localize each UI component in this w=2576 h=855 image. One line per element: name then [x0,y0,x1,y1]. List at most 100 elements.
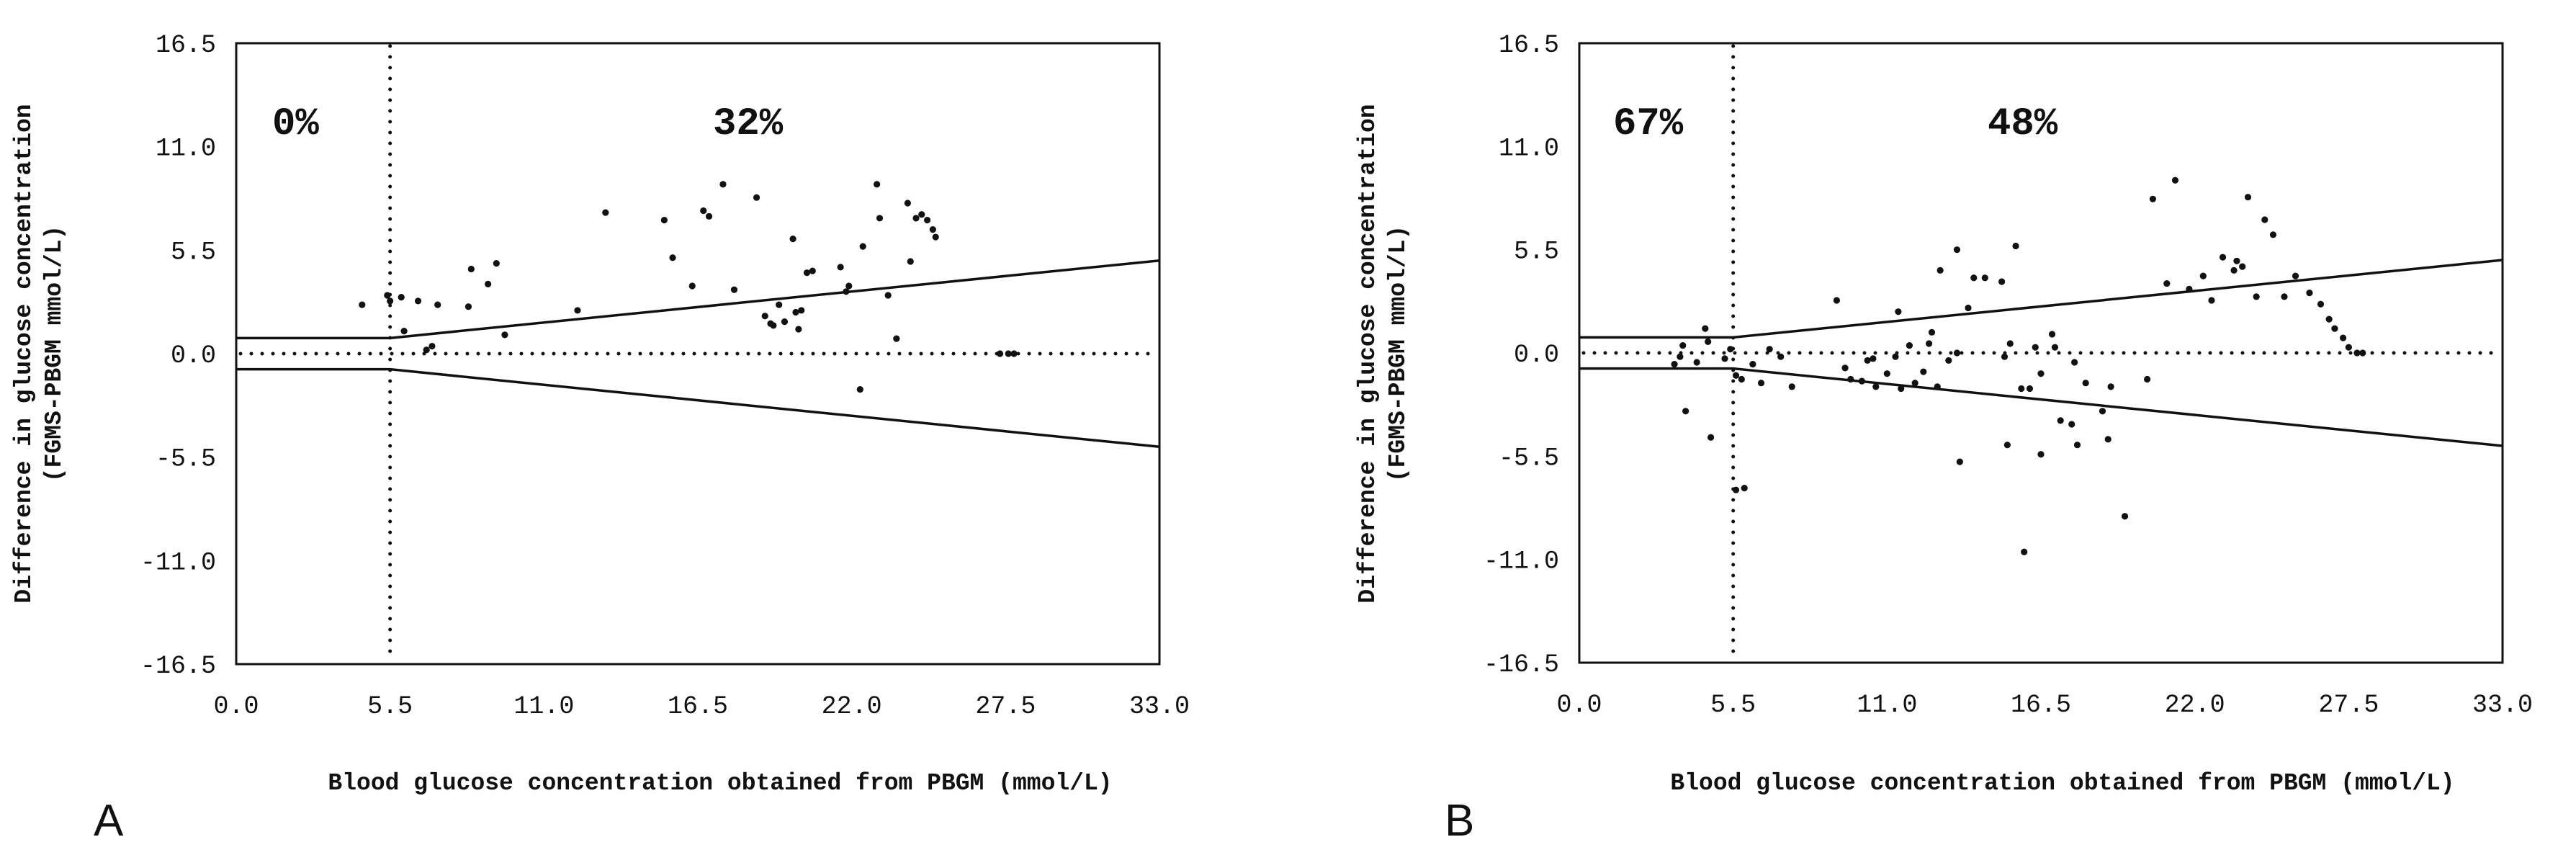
chart-marks [236,44,1160,663]
data-point [795,326,802,333]
data-point [2006,340,2014,347]
data-point [2269,231,2277,238]
data-point [929,226,936,233]
data-point [2048,331,2056,338]
data-point [1766,346,1773,353]
data-point [2003,442,2011,449]
data-point [1705,338,1712,345]
x-tick-label: 16.5 [668,692,728,721]
data-point [753,194,760,201]
data-point [423,346,430,354]
data-point [1895,308,1902,315]
data-point [1707,434,1715,441]
data-point [467,265,475,273]
y-tick-labels: 16.5 11.0 5.5 0.0 -5.5 -11.0 -16.5 [1484,31,1559,679]
data-point [837,264,844,271]
data-point [2001,353,2009,360]
data-point [1945,357,1952,364]
data-point [434,301,441,308]
data-point [705,212,713,220]
data-point [1732,486,1740,493]
y-tick-label: -16.5 [1484,650,1559,679]
x-tick-label: 11.0 [513,692,574,721]
data-point [2121,513,2129,520]
x-tick-label: 33.0 [1129,692,1190,721]
data-point [2026,385,2034,393]
data-point [1777,353,1785,360]
data-point [2253,293,2260,300]
x-tick-label: 22.0 [822,692,882,721]
data-point [1749,361,1756,368]
y-tick-label: 16.5 [1499,31,1559,60]
data-point [789,236,796,243]
data-point [1953,246,1961,254]
data-point [1727,346,1734,353]
data-point [1906,341,1913,349]
y-tick-label: 11.0 [156,135,216,164]
data-point [770,322,777,329]
data-point [398,294,405,301]
data-point [1741,485,1748,492]
data-point [2244,194,2252,201]
data-point [2353,349,2361,357]
y-tick-labels: 16.5 11.0 5.5 0.0 -5.5 -11.0 -16.5 [140,31,216,681]
data-point [1920,368,1927,375]
x-tick-label: 5.5 [1710,691,1756,720]
data-point [384,292,391,299]
data-point [1892,353,1899,360]
data-point [1679,341,1687,349]
data-point [2018,385,2025,393]
y-axis-subtitle: (FGMS-PBGM mmol/L) [41,225,68,482]
data-point [2345,344,2352,351]
data-point [2219,254,2227,261]
data-point [1833,297,1841,304]
data-point [730,286,738,293]
data-point [884,292,892,299]
data-point [1677,353,1684,360]
x-tick-label: 0.0 [1556,691,1602,720]
data-point [2037,451,2045,458]
upper-limit-line [236,259,1160,340]
data-point [2068,421,2075,428]
data-point [798,307,805,314]
right-region-percent: 48% [1988,102,2058,146]
data-point [1671,361,1678,368]
data-point [400,328,408,335]
y-tick-label: 0.0 [171,341,216,370]
y-tick-label: -5.5 [156,445,216,474]
data-point [688,282,696,290]
data-point [465,303,472,310]
data-point [776,301,783,308]
data-point [761,313,768,320]
data-point [387,297,394,305]
data-point [1911,380,1918,387]
data-point [907,258,914,265]
data-point [1702,325,1709,332]
data-point [2261,216,2268,223]
y-tick-label: 16.5 [156,31,216,60]
upper-limit-line [1579,259,2503,339]
data-point [2306,290,2313,297]
data-point [1757,380,1765,387]
y-axis-title: Difference in glucose concentration [1355,104,1381,603]
x-tick-label: 22.0 [2165,691,2225,720]
data-point [2359,349,2366,357]
y-tick-label: -16.5 [140,652,216,681]
data-point [918,211,925,218]
y-tick-label: 5.5 [171,238,216,267]
y-tick-label: 5.5 [1514,238,1559,267]
data-point [669,254,676,261]
data-point [1847,375,1854,383]
x-tick-label: 33.0 [2472,691,2533,720]
data-point [932,233,939,241]
data-point [792,308,799,316]
data-point [2339,334,2347,341]
data-point [2082,380,2089,387]
data-point [781,318,789,326]
data-point [2281,293,2288,300]
data-point [2199,272,2207,279]
x-tick-label: 0.0 [213,692,259,721]
data-point [2186,285,2193,292]
data-point [1693,359,1700,366]
